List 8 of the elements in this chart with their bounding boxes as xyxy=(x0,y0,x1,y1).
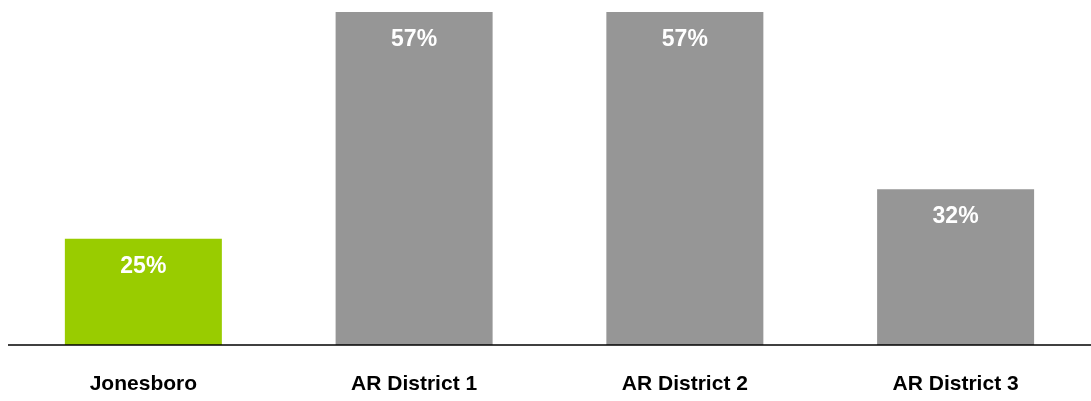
data-label: 32% xyxy=(932,202,979,229)
x-tick-label: AR District 3 xyxy=(892,370,1019,394)
x-tick-label: AR District 2 xyxy=(621,370,748,394)
data-label: 57% xyxy=(661,25,708,52)
data-label: 57% xyxy=(391,25,438,52)
x-tick-label: Jonesboro xyxy=(89,370,198,394)
data-label: 25% xyxy=(120,252,167,279)
x-tick-label: AR District 1 xyxy=(351,370,478,394)
